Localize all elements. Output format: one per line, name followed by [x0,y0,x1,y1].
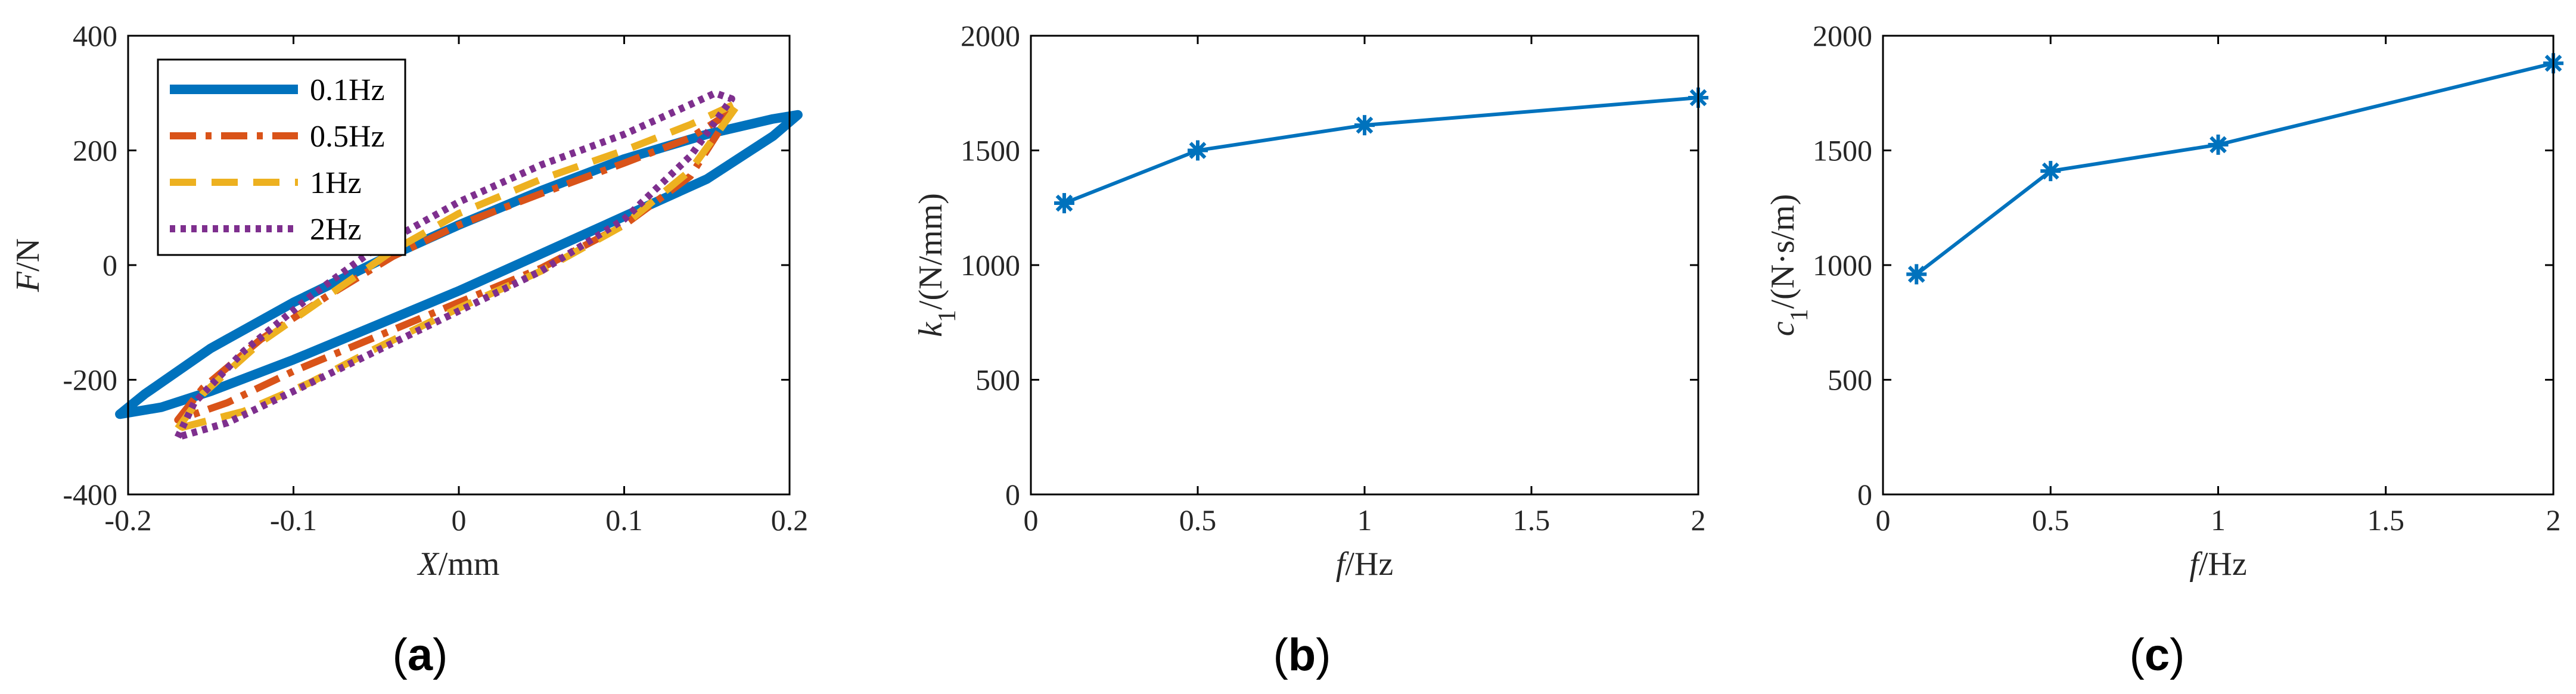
y-tick-label: 1000 [961,248,1020,282]
legend-entry-label: 0.1Hz [310,73,385,107]
y-tick-label: 0 [102,248,117,282]
y-tick-label: 0 [1857,478,1872,511]
x-axis-label: X/mm [417,546,500,583]
series-line [1915,61,2554,276]
plot-frame [1882,35,2555,496]
y-tick-label: 1500 [1813,134,1872,167]
panel-label: (b) [1273,630,1331,680]
y-tick-label: 400 [73,19,117,52]
y-tick-label: 1500 [961,134,1020,167]
legend-entry-label: 0.5Hz [310,120,385,154]
panel-b: 0 0.5 1 1.5 2 0 500 1000 1500 2000 f/Hz k1/(N/mm) (b… [912,19,1708,680]
x-tick-label: 0.5 [2032,503,2069,537]
y-tick-label: 500 [1828,363,1872,397]
series-1hz-loop [174,98,744,432]
y-axis-label: F/N [10,238,46,292]
y-tick-label: 1000 [1813,248,1872,282]
x-tick-label: 0.1 [605,503,643,537]
x-tick-label: 2 [1691,503,1706,537]
legend: 0.1Hz 0.5Hz 1Hz 2Hz [157,58,406,256]
x-tick-label: 0.2 [771,503,809,537]
panel-label: (c) [2130,630,2185,680]
y-tick-label: 2000 [1813,19,1872,52]
x-tick-label: 2 [2546,503,2561,537]
x-tick-label: 0 [452,503,467,537]
panel-a: -0.2 -0.1 0 0.1 0.2 -400 -200 0 200 400 X/mm F/N 0.1… [10,19,808,680]
legend-entry-label: 2Hz [310,213,362,247]
legend-entry-label: 1Hz [310,166,362,200]
x-tick-label: 1 [1357,503,1372,537]
data-point-marker [2040,161,2061,182]
y-axis-label: c1/(N·s/m) [1764,194,1813,337]
data-point-marker [1906,264,1927,285]
x-axis-label: f/Hz [1336,546,1393,583]
y-tick-label: 2000 [961,19,1020,52]
panel-c: 0 0.5 1 1.5 2 0 500 1000 1500 2000 f/Hz c1/(N·s/m) (… [1764,19,2563,680]
x-tick-label: 1.5 [2367,503,2405,537]
y-tick-label: 0 [1005,478,1020,511]
data-point-marker [1188,140,1208,161]
y-tick-label: -200 [63,363,117,397]
x-tick-label: -0.2 [104,503,151,537]
y-axis-label: k1/(N/mm) [912,193,961,337]
x-tick-label: 0.5 [1179,503,1217,537]
y-tick-label: 500 [975,363,1020,397]
x-tick-label: 1 [2211,503,2226,537]
x-axis-label: f/Hz [2189,546,2246,583]
panel-label: (a) [393,630,448,680]
x-tick-label: 1.5 [1513,503,1550,537]
x-tick-label: 0 [1024,503,1039,537]
series-line [1063,96,1699,205]
y-tick-label: -400 [63,478,117,511]
y-tick-label: 200 [73,134,117,167]
data-point-marker [2208,134,2229,155]
x-tick-label: 0 [1876,503,1891,537]
x-tick-label: -0.1 [270,503,317,537]
data-point-marker [1354,115,1375,136]
series-2hz-loop [174,89,735,441]
data-point-marker [1054,193,1074,214]
